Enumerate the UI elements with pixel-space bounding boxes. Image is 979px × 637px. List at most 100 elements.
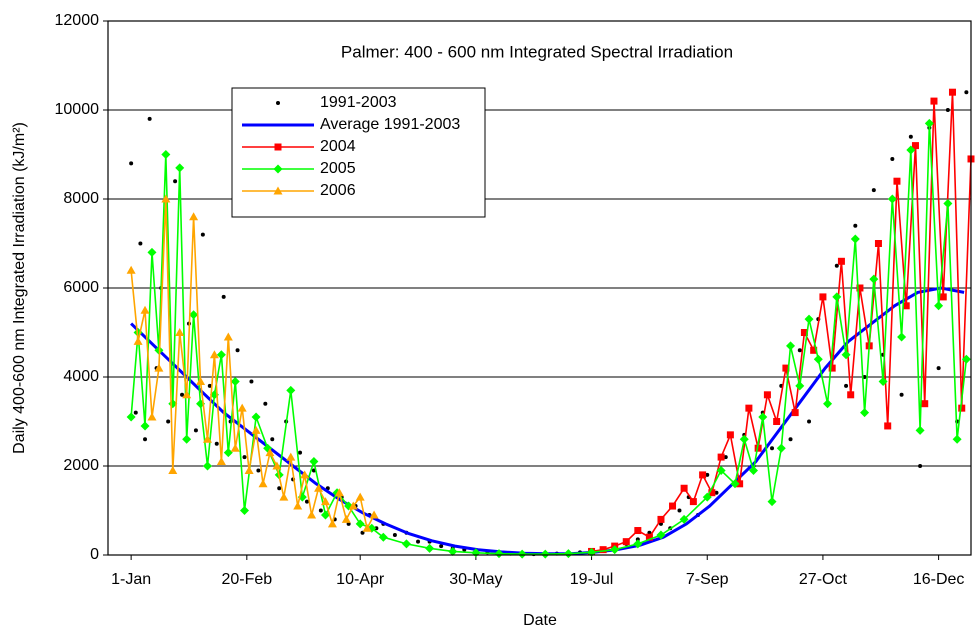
point — [378, 532, 388, 542]
point — [207, 383, 212, 388]
point — [804, 314, 814, 324]
x-tick-label: 16-Dec — [913, 571, 965, 588]
point — [223, 448, 233, 458]
legend-marker — [274, 143, 282, 151]
point — [133, 410, 138, 415]
point — [304, 499, 309, 504]
point — [945, 108, 950, 112]
legend-marker — [276, 101, 280, 105]
y-tick-label: 10000 — [55, 101, 100, 118]
point — [334, 488, 344, 497]
point — [767, 497, 777, 507]
point — [924, 118, 934, 128]
point — [622, 538, 630, 546]
point — [286, 385, 296, 395]
point — [277, 486, 282, 491]
point — [175, 328, 185, 336]
point — [126, 412, 136, 422]
point — [242, 455, 247, 460]
point — [943, 198, 953, 208]
point — [705, 472, 710, 477]
point — [657, 515, 665, 523]
point — [138, 241, 143, 246]
point — [166, 419, 171, 424]
series-line — [130, 198, 375, 531]
point — [850, 234, 860, 244]
point — [140, 421, 150, 431]
point — [717, 453, 725, 461]
point — [168, 465, 178, 474]
point — [807, 419, 812, 424]
point — [223, 332, 233, 341]
point — [416, 539, 421, 544]
point — [862, 375, 867, 379]
point — [841, 350, 851, 360]
point — [563, 549, 573, 559]
legend-label: 2006 — [320, 182, 356, 199]
point — [918, 464, 923, 468]
point — [934, 301, 944, 311]
point — [214, 441, 219, 446]
point — [249, 379, 254, 384]
point — [129, 161, 134, 166]
point — [844, 383, 849, 388]
point — [800, 329, 808, 336]
chart-title: Palmer: 400 - 600 nm Integrated Spectral… — [341, 42, 733, 61]
point — [140, 305, 150, 314]
point — [517, 549, 527, 559]
point — [745, 404, 753, 412]
point — [964, 90, 969, 95]
point — [906, 145, 916, 155]
point — [279, 492, 289, 501]
point — [828, 364, 836, 372]
point — [314, 483, 324, 492]
series-line — [130, 123, 968, 555]
y-tick-label: 4000 — [63, 368, 99, 385]
legend-label: 2005 — [320, 160, 356, 177]
point — [374, 526, 379, 531]
point — [823, 399, 833, 409]
y-tick-label: 0 — [90, 546, 99, 563]
point — [425, 543, 435, 553]
point — [196, 376, 206, 385]
point — [832, 292, 842, 302]
point — [182, 434, 192, 444]
point — [263, 401, 268, 406]
point — [272, 461, 282, 470]
point — [209, 350, 219, 359]
point — [307, 510, 317, 519]
x-tick-label: 19-Jul — [570, 571, 614, 588]
point — [915, 425, 925, 435]
point — [147, 412, 157, 421]
point — [599, 546, 607, 554]
y-tick-label: 8000 — [63, 190, 99, 207]
legend-box — [231, 87, 486, 218]
y-tick-label: 2000 — [63, 457, 99, 474]
point — [309, 457, 319, 467]
point — [930, 97, 938, 105]
point — [293, 501, 303, 510]
point — [669, 502, 677, 510]
point — [958, 404, 966, 412]
point — [677, 508, 682, 513]
point — [161, 194, 171, 203]
point — [899, 392, 904, 397]
x-tick-label: 7-Sep — [686, 571, 729, 588]
point — [216, 350, 226, 360]
point — [341, 514, 351, 523]
x-tick-label: 1-Jan — [111, 571, 151, 588]
point — [439, 544, 444, 549]
point — [730, 479, 740, 489]
point — [819, 293, 827, 301]
point — [494, 549, 504, 559]
point — [897, 332, 907, 342]
legend: 1991-2003 Average 1991-2003 2004 2005 2006 — [231, 87, 486, 218]
point — [216, 457, 226, 466]
point — [961, 354, 971, 364]
point — [258, 479, 268, 488]
point — [540, 549, 550, 559]
x-tick-label: 10-Apr — [336, 571, 385, 588]
point — [244, 465, 254, 474]
